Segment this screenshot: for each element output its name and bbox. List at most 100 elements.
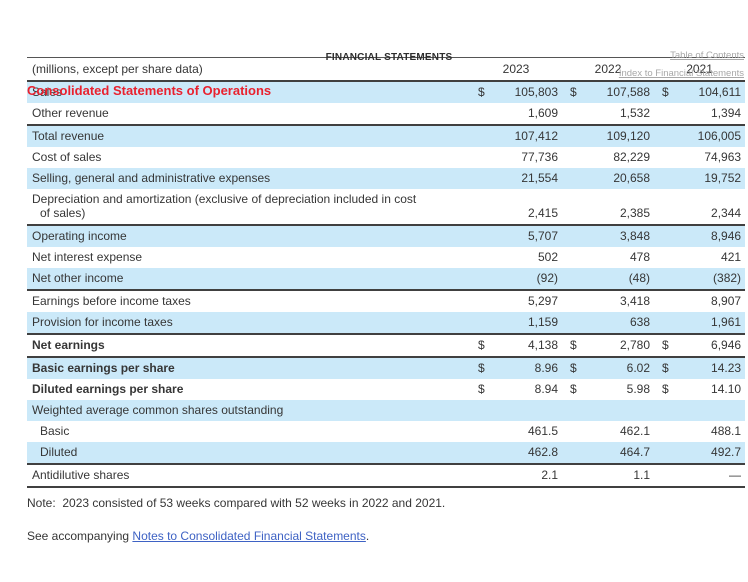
value-2022: 1,532 <box>620 106 651 120</box>
currency-symbol: $ <box>570 85 577 99</box>
currency-symbol <box>470 168 490 189</box>
table-caption: (millions, except per share data) <box>32 62 203 76</box>
currency-symbol <box>562 225 582 247</box>
value-2022: 1.1 <box>633 468 651 482</box>
currency-symbol: $ <box>570 361 577 375</box>
value-2021: (382) <box>713 271 742 285</box>
value-2021: 421 <box>721 250 742 264</box>
currency-symbol <box>654 400 674 421</box>
row-label: Basic <box>40 424 70 438</box>
row-label: Total revenue <box>32 129 105 143</box>
value-2022: 2,780 <box>620 338 651 352</box>
value-2022: 2,385 <box>620 206 651 220</box>
currency-symbol <box>562 400 582 421</box>
row-label: Provision for income taxes <box>32 315 173 329</box>
row-label: Operating income <box>32 229 127 243</box>
row-label: Cost of sales <box>32 150 102 164</box>
currency-symbol <box>562 247 582 268</box>
value-2022: 82,229 <box>613 150 651 164</box>
value-2021 <box>674 400 745 421</box>
currency-symbol <box>470 247 490 268</box>
currency-symbol: $ <box>662 338 669 352</box>
column-header-2021: 2021 <box>686 62 713 76</box>
table-row: Depreciation and amortization (exclusive… <box>27 189 745 225</box>
currency-symbol <box>470 147 490 168</box>
currency-symbol <box>562 189 582 225</box>
currency-symbol: $ <box>662 361 669 375</box>
value-2023: 461.5 <box>527 424 559 438</box>
value-2022: 3,418 <box>620 294 651 308</box>
value-2021: 492.7 <box>711 445 742 459</box>
row-label: Weighted average common shares outstandi… <box>32 403 284 417</box>
value-2021: 8,946 <box>711 229 742 243</box>
currency-symbol <box>470 421 490 442</box>
row-label: Diluted earnings per share <box>32 382 184 396</box>
value-2021: 488.1 <box>711 424 742 438</box>
currency-symbol <box>470 400 490 421</box>
value-2021: 2,344 <box>711 206 742 220</box>
column-header-2022: 2022 <box>594 62 622 76</box>
value-2022: 6.02 <box>626 361 651 375</box>
value-2021: — <box>729 468 742 482</box>
currency-symbol: $ <box>570 382 577 396</box>
value-2023: 8.94 <box>534 382 559 396</box>
index-to-financial-statements-link[interactable]: Index to Financial Statements <box>618 68 744 79</box>
currency-symbol <box>470 225 490 247</box>
value-2021: 74,963 <box>704 150 742 164</box>
row-label: Sales <box>32 85 63 99</box>
value-2023: 5,297 <box>527 294 559 308</box>
value-2021: 104,611 <box>698 85 742 99</box>
value-2022: 20,658 <box>613 171 651 185</box>
table-row: Diluted earnings per share $8.94 $5.98 $14.… <box>27 379 745 400</box>
value-2021: 1,394 <box>711 106 742 120</box>
row-label: Other revenue <box>32 106 109 120</box>
value-2023: 1,609 <box>527 106 559 120</box>
table-row: Weighted average common shares outstandi… <box>27 400 746 421</box>
currency-symbol <box>654 247 674 268</box>
currency-symbol <box>470 103 490 125</box>
value-2022: 638 <box>630 315 651 329</box>
page-header: FINANCIAL STATEMENTS <box>325 52 453 63</box>
currency-symbol <box>654 442 674 464</box>
currency-symbol <box>470 312 490 334</box>
currency-symbol <box>562 125 582 147</box>
row-label: Net interest expense <box>32 250 143 264</box>
notes-to-financial-statements-link[interactable]: Notes to Consolidated Financial Statemen… <box>132 529 366 543</box>
currency-symbol <box>562 464 582 487</box>
value-2021: 106,005 <box>697 129 742 143</box>
row-label: Diluted <box>40 445 78 459</box>
table-header-row: (millions, except per share data) 2023 2… <box>27 57 746 81</box>
value-2022: 5.98 <box>626 382 651 396</box>
value-2023: 105,803 <box>514 85 559 99</box>
row-label: Earnings before income taxes <box>32 294 191 308</box>
row-label: Depreciation and amortization (exclusive… <box>32 192 417 220</box>
currency-symbol <box>654 312 674 334</box>
value-2022: (48) <box>628 271 651 285</box>
value-2023: 4,138 <box>527 338 559 352</box>
value-2023: 462.8 <box>527 445 559 459</box>
table-of-contents-link[interactable]: Table of Contents <box>670 50 744 61</box>
currency-symbol <box>654 168 674 189</box>
currency-symbol <box>654 147 674 168</box>
value-2021: 14.23 <box>711 361 742 375</box>
currency-symbol <box>654 189 674 225</box>
see-accompanying-suffix: . <box>365 529 370 543</box>
table-row: Antidilutive shares 2.1 1.1 — <box>27 464 746 487</box>
note-text: Note: 2023 consisted of 53 weeks compare… <box>27 496 446 510</box>
table-row: Net interest expense 502 478 421 <box>27 247 745 268</box>
value-2023: 2,415 <box>527 206 559 220</box>
table-row: Total revenue 107,412 109,120 106,005 <box>27 125 746 147</box>
value-2023: 107,412 <box>514 129 559 143</box>
currency-symbol <box>562 268 582 290</box>
top-links: Table of Contents Index to Financial Sta… <box>619 50 744 79</box>
currency-symbol: $ <box>662 85 669 99</box>
currency-symbol <box>654 103 674 125</box>
currency-symbol <box>470 442 490 464</box>
value-2022: 109,120 <box>606 129 651 143</box>
table-row: Basic 461.5 462.1 488.1 <box>27 421 745 442</box>
currency-symbol <box>654 225 674 247</box>
value-2021: 19,752 <box>704 171 742 185</box>
table-body: Sales $105,803 $107,588 $104,611 Other reven… <box>27 81 746 487</box>
currency-symbol: $ <box>478 338 485 352</box>
statements-table: (millions, except per share data) 2023 2… <box>27 57 746 488</box>
